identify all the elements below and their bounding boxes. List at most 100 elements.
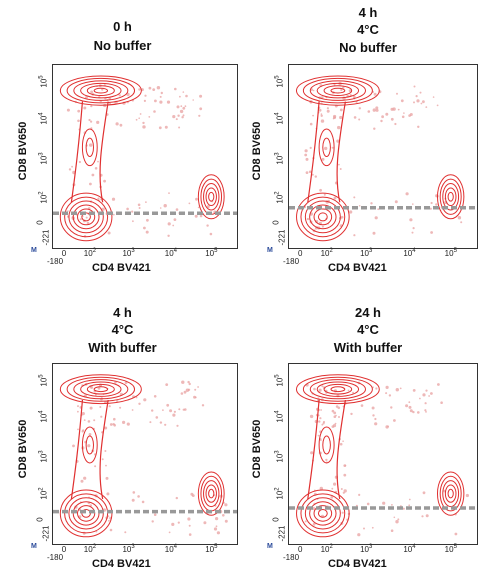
axis-corner-label: M <box>31 543 37 550</box>
cd8-population-contour <box>302 77 373 104</box>
dn-population-contour <box>296 192 350 242</box>
event-dot <box>320 409 322 411</box>
event-dot <box>304 520 307 523</box>
event-dot <box>321 385 324 388</box>
dn-population-contour <box>64 196 109 238</box>
event-dot <box>417 411 420 414</box>
event-dot <box>158 126 162 130</box>
event-dot <box>311 173 314 176</box>
event-dot <box>372 231 376 235</box>
event-dot <box>318 108 322 112</box>
y-tick-label: 103 <box>38 449 49 463</box>
event-dot <box>401 115 405 119</box>
y-tick-label: -221 <box>277 229 287 246</box>
event-dot <box>343 473 347 477</box>
event-dot <box>82 429 85 432</box>
event-dot <box>124 531 127 534</box>
x-tick-label: 102 <box>83 248 97 258</box>
event-dot <box>131 409 134 411</box>
event-dot <box>104 450 107 452</box>
y-tick-label: 103 <box>38 152 49 165</box>
event-dot <box>188 202 191 205</box>
event-dot <box>409 113 413 116</box>
event-dot <box>71 165 73 168</box>
event-dot <box>94 167 98 170</box>
event-dot <box>81 412 85 416</box>
event-dot <box>419 397 421 400</box>
dn-population-contour <box>72 501 100 526</box>
event-dot <box>206 224 209 227</box>
event-dot <box>109 423 113 426</box>
event-dot <box>183 390 187 394</box>
event-dot <box>187 380 190 384</box>
dn-population-contour <box>317 212 328 222</box>
event-dot <box>155 416 159 419</box>
event-dot <box>215 525 218 528</box>
event-dot <box>397 518 400 521</box>
event-dot <box>172 115 176 119</box>
event-dot <box>146 218 149 222</box>
event-dot <box>80 479 84 483</box>
event-dot <box>313 387 316 391</box>
event-dot <box>115 122 119 126</box>
event-dot <box>306 217 310 221</box>
event-dot <box>149 421 152 424</box>
panel-title-line-3: No buffer <box>339 40 397 55</box>
event-dot <box>213 527 218 531</box>
event-dot <box>319 417 322 420</box>
event-dot <box>339 442 343 446</box>
event-dot <box>173 410 176 413</box>
event-dot <box>393 419 396 422</box>
event-dot <box>375 106 379 110</box>
event-dot <box>206 205 210 209</box>
transition-contour-inner <box>318 128 335 167</box>
transition-contour <box>70 101 109 203</box>
event-dot <box>318 388 322 392</box>
event-dot <box>94 393 97 396</box>
event-dot <box>387 425 389 428</box>
event-dot <box>137 495 140 498</box>
event-dot <box>430 392 433 395</box>
plot-panel-4h-4c-no-buffer: 4 h 4°C No buffer CD8 BV650 CD4 BV421 M … <box>245 0 491 287</box>
event-dot <box>415 95 418 98</box>
y-tick-label: 0 <box>35 220 45 225</box>
event-dot <box>353 234 356 237</box>
event-dot <box>172 224 175 227</box>
event-dot <box>391 504 393 506</box>
event-dot <box>332 424 337 428</box>
event-dot <box>409 218 413 222</box>
cd8-population-contour <box>295 75 380 106</box>
event-dot <box>412 389 416 392</box>
event-dot <box>371 406 375 410</box>
event-dot <box>422 491 426 495</box>
event-dot <box>181 116 184 119</box>
event-dot <box>101 207 105 211</box>
event-dot <box>454 532 458 536</box>
event-dot <box>163 204 167 208</box>
event-dot <box>154 99 157 103</box>
event-dot <box>320 113 323 115</box>
event-dot <box>394 122 397 126</box>
plot-panel-4h-4c-with-buffer: 4 h 4°C With buffer CD8 BV650 CD4 BV421 … <box>0 288 245 575</box>
cd8-population-contour <box>66 376 136 402</box>
event-dot <box>185 388 190 392</box>
cd8-population-contour <box>66 77 136 104</box>
event-dot <box>334 422 337 425</box>
event-dot <box>412 410 415 414</box>
cytometry-plot-svg <box>289 374 477 538</box>
x-tick-label: -180 <box>47 257 64 266</box>
event-dot <box>343 489 347 493</box>
dn-population-contour <box>300 493 346 534</box>
event-dot <box>182 106 186 110</box>
event-dot <box>437 383 440 386</box>
x-tick-label: 0 <box>61 249 67 258</box>
transition-contour-inner <box>81 426 98 464</box>
event-dot <box>83 419 86 421</box>
cd8-population-contour <box>73 80 129 101</box>
x-axis-label: CD4 BV421 <box>92 558 151 570</box>
event-dot <box>138 402 141 405</box>
event-dot <box>374 422 378 426</box>
event-dot <box>416 99 420 103</box>
event-dot <box>199 214 203 218</box>
event-dot <box>417 125 420 128</box>
